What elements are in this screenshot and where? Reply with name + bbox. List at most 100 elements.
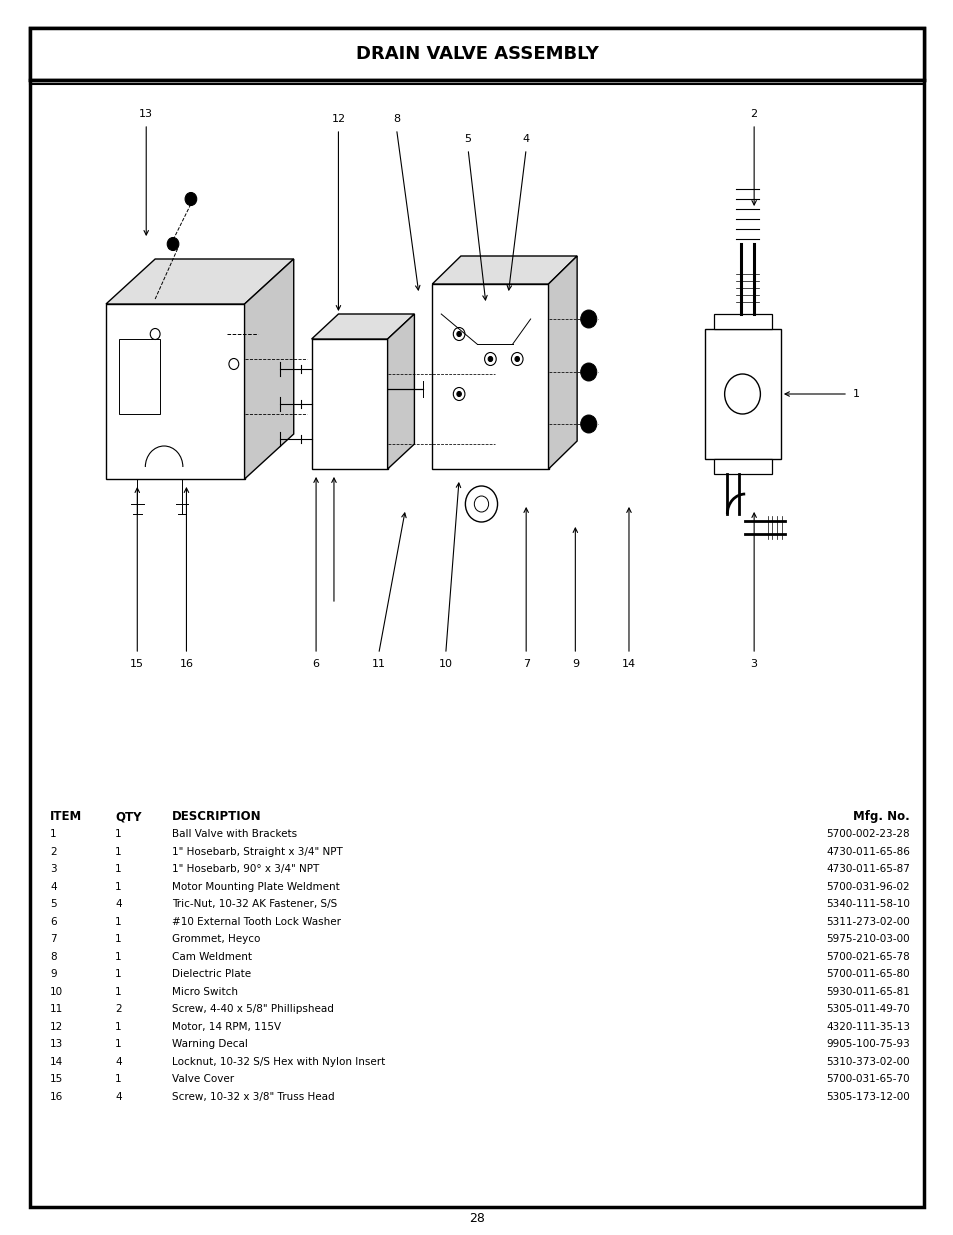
Text: 1: 1 — [50, 829, 56, 840]
Polygon shape — [713, 314, 771, 329]
Circle shape — [456, 391, 461, 396]
Text: #10 External Tooth Lock Washer: #10 External Tooth Lock Washer — [172, 916, 340, 926]
Text: 10: 10 — [50, 987, 63, 997]
Text: 8: 8 — [50, 952, 56, 962]
Text: QTY: QTY — [115, 810, 141, 823]
Text: 1: 1 — [115, 847, 121, 857]
Text: 8: 8 — [393, 114, 399, 124]
Text: 11: 11 — [372, 659, 385, 669]
Text: Tric-Nut, 10-32 AK Fastener, S/S: Tric-Nut, 10-32 AK Fastener, S/S — [172, 899, 337, 909]
Text: 1" Hosebarb, 90° x 3/4" NPT: 1" Hosebarb, 90° x 3/4" NPT — [172, 864, 319, 874]
Text: 5310-373-02-00: 5310-373-02-00 — [825, 1057, 909, 1067]
Text: 2: 2 — [50, 847, 56, 857]
Text: Grommet, Heyco: Grommet, Heyco — [172, 934, 260, 945]
Text: 5975-210-03-00: 5975-210-03-00 — [825, 934, 909, 945]
Text: 9905-100-75-93: 9905-100-75-93 — [825, 1039, 909, 1050]
Text: 5930-011-65-81: 5930-011-65-81 — [825, 987, 909, 997]
Text: Mfg. No.: Mfg. No. — [852, 810, 909, 823]
Text: 1: 1 — [115, 829, 121, 840]
Text: DESCRIPTION: DESCRIPTION — [172, 810, 261, 823]
Text: Locknut, 10-32 S/S Hex with Nylon Insert: Locknut, 10-32 S/S Hex with Nylon Insert — [172, 1057, 385, 1067]
Circle shape — [580, 310, 597, 329]
Text: 13: 13 — [139, 109, 153, 119]
Text: 2: 2 — [115, 1004, 121, 1014]
Text: 1: 1 — [115, 916, 121, 926]
Text: 5700-031-96-02: 5700-031-96-02 — [825, 882, 909, 892]
Text: 12: 12 — [50, 1021, 63, 1031]
Text: 4: 4 — [115, 899, 121, 909]
Polygon shape — [704, 329, 781, 459]
Text: 1" Hosebarb, Straight x 3/4" NPT: 1" Hosebarb, Straight x 3/4" NPT — [172, 847, 342, 857]
Polygon shape — [432, 256, 577, 284]
Text: 12: 12 — [331, 114, 345, 124]
Text: 5: 5 — [464, 135, 471, 144]
Text: 4: 4 — [115, 1092, 121, 1102]
Polygon shape — [312, 338, 387, 469]
Text: 1: 1 — [115, 1039, 121, 1050]
Text: Cam Weldment: Cam Weldment — [172, 952, 252, 962]
Text: 28: 28 — [469, 1212, 484, 1224]
Text: 1: 1 — [115, 934, 121, 945]
Text: 5700-002-23-28: 5700-002-23-28 — [825, 829, 909, 840]
Text: 5700-021-65-78: 5700-021-65-78 — [825, 952, 909, 962]
Text: 1: 1 — [115, 969, 121, 979]
Text: 6: 6 — [50, 916, 56, 926]
Text: 9: 9 — [571, 659, 578, 669]
Text: 9: 9 — [50, 969, 56, 979]
Polygon shape — [387, 314, 414, 469]
Text: 5700-011-65-80: 5700-011-65-80 — [825, 969, 909, 979]
Text: 5311-273-02-00: 5311-273-02-00 — [825, 916, 909, 926]
Text: Micro Switch: Micro Switch — [172, 987, 237, 997]
Text: 7: 7 — [522, 659, 529, 669]
Text: 4: 4 — [522, 135, 529, 144]
Text: 5700-031-65-70: 5700-031-65-70 — [825, 1074, 909, 1084]
Text: 4730-011-65-86: 4730-011-65-86 — [825, 847, 909, 857]
Text: 15: 15 — [131, 659, 144, 669]
Text: 10: 10 — [438, 659, 453, 669]
Polygon shape — [312, 314, 414, 338]
Text: ITEM: ITEM — [50, 810, 82, 823]
Circle shape — [456, 331, 461, 336]
Polygon shape — [713, 459, 771, 474]
Circle shape — [185, 193, 196, 205]
Text: 11: 11 — [50, 1004, 63, 1014]
Text: 1: 1 — [115, 987, 121, 997]
Text: 6: 6 — [313, 659, 319, 669]
Text: 3: 3 — [50, 864, 56, 874]
Text: 5340-111-58-10: 5340-111-58-10 — [825, 899, 909, 909]
Text: Screw, 10-32 x 3/8" Truss Head: Screw, 10-32 x 3/8" Truss Head — [172, 1092, 335, 1102]
Text: 5305-011-49-70: 5305-011-49-70 — [825, 1004, 909, 1014]
Text: 14: 14 — [621, 659, 636, 669]
Text: 1: 1 — [852, 389, 859, 399]
Text: 4730-011-65-87: 4730-011-65-87 — [825, 864, 909, 874]
Text: DRAIN VALVE ASSEMBLY: DRAIN VALVE ASSEMBLY — [355, 44, 598, 63]
Text: 15: 15 — [50, 1074, 63, 1084]
Text: 14: 14 — [50, 1057, 63, 1067]
Bar — [119, 338, 159, 414]
Text: 4: 4 — [50, 882, 56, 892]
Polygon shape — [106, 259, 294, 304]
Text: Motor Mounting Plate Weldment: Motor Mounting Plate Weldment — [172, 882, 339, 892]
Text: 1: 1 — [115, 952, 121, 962]
Text: 4: 4 — [115, 1057, 121, 1067]
Text: 1: 1 — [115, 882, 121, 892]
Polygon shape — [244, 259, 294, 479]
Text: 2: 2 — [750, 109, 757, 119]
Text: 5305-173-12-00: 5305-173-12-00 — [825, 1092, 909, 1102]
Circle shape — [167, 237, 178, 251]
Polygon shape — [548, 256, 577, 469]
Bar — [30, 28, 923, 80]
Text: Screw, 4-40 x 5/8" Phillipshead: Screw, 4-40 x 5/8" Phillipshead — [172, 1004, 334, 1014]
Text: Valve Cover: Valve Cover — [172, 1074, 233, 1084]
Text: Warning Decal: Warning Decal — [172, 1039, 248, 1050]
Text: 1: 1 — [115, 1074, 121, 1084]
Text: Ball Valve with Brackets: Ball Valve with Brackets — [172, 829, 296, 840]
Polygon shape — [106, 304, 244, 479]
Text: 16: 16 — [50, 1092, 63, 1102]
Text: 3: 3 — [750, 659, 757, 669]
Text: 1: 1 — [115, 1021, 121, 1031]
Text: 4320-111-35-13: 4320-111-35-13 — [825, 1021, 909, 1031]
Text: 7: 7 — [50, 934, 56, 945]
Circle shape — [488, 357, 492, 362]
Text: 16: 16 — [179, 659, 193, 669]
